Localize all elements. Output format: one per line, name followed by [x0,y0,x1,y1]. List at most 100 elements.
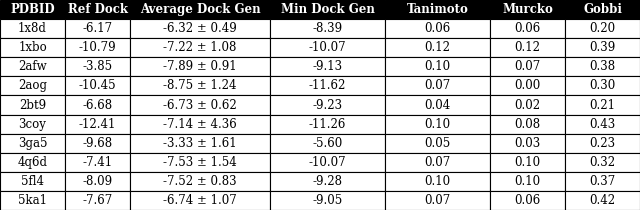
Text: 0.05: 0.05 [424,137,451,150]
Text: 0.43: 0.43 [589,118,616,131]
Text: 0.42: 0.42 [589,194,616,207]
Bar [130,0,270,19]
Bar [270,38,385,57]
Text: 0.21: 0.21 [589,98,616,112]
Bar [270,134,385,153]
Text: 0.02: 0.02 [515,98,541,112]
Bar [0,114,65,134]
Text: -9.05: -9.05 [312,194,342,207]
Bar [385,76,490,96]
Text: 0.38: 0.38 [589,60,616,73]
Text: -3.85: -3.85 [83,60,113,73]
Text: 0.10: 0.10 [424,60,451,73]
Bar [130,76,270,96]
Text: Ref Dock: Ref Dock [67,3,127,16]
Bar [490,114,565,134]
Bar [385,38,490,57]
Bar [270,19,385,38]
Bar [385,57,490,76]
Bar [0,134,65,153]
Text: -9.28: -9.28 [312,175,342,188]
Bar [0,57,65,76]
Text: -9.68: -9.68 [83,137,113,150]
Text: 2aog: 2aog [18,79,47,92]
Bar [565,57,640,76]
Text: 0.32: 0.32 [589,156,616,169]
Bar [270,96,385,114]
Bar [65,153,130,172]
Text: -10.07: -10.07 [308,41,346,54]
Text: 0.08: 0.08 [515,118,541,131]
Bar [270,57,385,76]
Text: -8.39: -8.39 [312,22,342,35]
Bar [130,134,270,153]
Text: 0.10: 0.10 [515,156,541,169]
Bar [0,153,65,172]
Bar [490,134,565,153]
Text: -11.62: -11.62 [309,79,346,92]
Bar [0,38,65,57]
Text: -6.17: -6.17 [83,22,113,35]
Text: -7.52 ± 0.83: -7.52 ± 0.83 [163,175,237,188]
Bar [270,0,385,19]
Bar [490,172,565,191]
Text: 0.37: 0.37 [589,175,616,188]
Text: -5.60: -5.60 [312,137,342,150]
Text: -7.41: -7.41 [83,156,113,169]
Text: 5fl4: 5fl4 [21,175,44,188]
Text: 0.07: 0.07 [424,194,451,207]
Text: 0.00: 0.00 [515,79,541,92]
Bar [565,191,640,210]
Bar [565,38,640,57]
Bar [65,191,130,210]
Bar [270,191,385,210]
Bar [385,19,490,38]
Bar [0,76,65,96]
Text: 0.10: 0.10 [424,118,451,131]
Bar [65,57,130,76]
Text: 0.10: 0.10 [515,175,541,188]
Text: 0.07: 0.07 [515,60,541,73]
Bar [385,114,490,134]
Bar [130,153,270,172]
Bar [565,172,640,191]
Bar [270,114,385,134]
Text: -12.41: -12.41 [79,118,116,131]
Text: 2afw: 2afw [18,60,47,73]
Text: 0.07: 0.07 [424,79,451,92]
Text: -7.89 ± 0.91: -7.89 ± 0.91 [163,60,237,73]
Bar [0,96,65,114]
Text: -10.07: -10.07 [308,156,346,169]
Text: 4q6d: 4q6d [17,156,47,169]
Bar [385,0,490,19]
Bar [130,96,270,114]
Bar [565,0,640,19]
Bar [65,172,130,191]
Text: Average Dock Gen: Average Dock Gen [140,3,260,16]
Text: 0.20: 0.20 [589,22,616,35]
Bar [490,57,565,76]
Text: -10.79: -10.79 [79,41,116,54]
Text: 0.06: 0.06 [424,22,451,35]
Bar [565,134,640,153]
Bar [385,134,490,153]
Text: 3ga5: 3ga5 [18,137,47,150]
Bar [0,19,65,38]
Text: -6.74 ± 1.07: -6.74 ± 1.07 [163,194,237,207]
Bar [130,114,270,134]
Bar [490,19,565,38]
Bar [490,153,565,172]
Bar [65,134,130,153]
Text: -7.53 ± 1.54: -7.53 ± 1.54 [163,156,237,169]
Text: 0.04: 0.04 [424,98,451,112]
Bar [65,19,130,38]
Bar [130,57,270,76]
Text: 0.23: 0.23 [589,137,616,150]
Bar [65,114,130,134]
Text: 5ka1: 5ka1 [18,194,47,207]
Text: 0.03: 0.03 [515,137,541,150]
Text: Gobbi: Gobbi [583,3,622,16]
Bar [0,0,65,19]
Bar [385,172,490,191]
Bar [270,172,385,191]
